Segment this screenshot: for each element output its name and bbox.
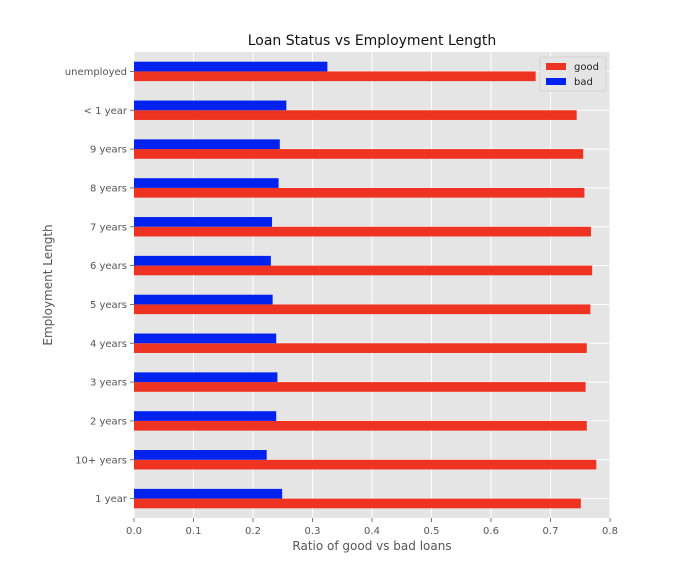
bar-good	[134, 420, 587, 431]
bar-good	[134, 110, 577, 120]
x-tick-label: 0.5	[424, 526, 440, 537]
bar-bad	[134, 294, 273, 305]
x-tick-label: 0.1	[186, 526, 202, 537]
legend: good bad	[539, 56, 607, 92]
bar-good	[134, 71, 536, 82]
y-tick-label: < 1 year	[84, 106, 128, 117]
bar-good	[134, 226, 591, 237]
bar-good	[134, 459, 597, 470]
legend-swatch-good	[546, 63, 566, 70]
bar-bad	[134, 411, 277, 421]
y-tick-label: 1 year	[95, 494, 128, 505]
y-tick-label: 7 years	[90, 222, 127, 233]
bar-bad	[134, 450, 267, 460]
bar-bad	[134, 372, 278, 383]
y-tick-label: 10+ years	[75, 455, 127, 466]
bar-bad	[134, 488, 283, 499]
y-tick-label: unemployed	[65, 67, 127, 78]
x-axis-title: Ratio of good vs bad loans	[292, 539, 451, 553]
x-axis-ticks: 0.0 0.1 0.2 0.3 0.4 0.5 0.6 0.7 0.8	[126, 518, 618, 537]
y-tick-label: 2 years	[90, 416, 127, 427]
bar-bad	[134, 100, 287, 111]
bar-good	[134, 265, 593, 276]
x-tick-label: 0.8	[602, 526, 618, 537]
bar-good	[134, 304, 591, 315]
x-tick-label: 0.6	[483, 526, 499, 537]
x-tick-label: 0.0	[126, 526, 142, 537]
legend-swatch-bad	[546, 78, 566, 85]
bar-bad	[134, 333, 277, 344]
chart-title: Loan Status vs Employment Length	[248, 33, 497, 49]
bar-good	[134, 382, 586, 392]
bar-bad	[134, 139, 280, 150]
y-axis-ticks: 1 year 10+ years 2 years 3 years 4 years 5 ye…	[65, 67, 134, 505]
y-tick-label: 9 years	[90, 145, 127, 156]
x-tick-label: 0.2	[245, 526, 261, 537]
x-tick-label: 0.7	[543, 526, 559, 537]
y-axis-title: Employment Length	[41, 224, 55, 345]
x-tick-label: 0.4	[364, 526, 380, 537]
y-tick-label: 4 years	[90, 339, 127, 350]
legend-label-good: good	[574, 62, 599, 73]
y-tick-label: 3 years	[90, 378, 127, 389]
bar-good	[134, 343, 587, 353]
y-tick-label: 8 years	[90, 183, 127, 194]
y-tick-label: 6 years	[90, 261, 127, 272]
bar-good	[134, 149, 584, 159]
bar-good	[134, 498, 581, 509]
y-tick-label: 5 years	[90, 300, 127, 311]
x-tick-label: 0.3	[305, 526, 321, 537]
bar-bad	[134, 178, 279, 188]
bars	[134, 61, 597, 509]
legend-label-bad: bad	[574, 77, 593, 88]
bar-bad	[134, 217, 273, 227]
bar-good	[134, 187, 585, 198]
bar-bad	[134, 61, 328, 72]
bar-bad	[134, 255, 271, 266]
